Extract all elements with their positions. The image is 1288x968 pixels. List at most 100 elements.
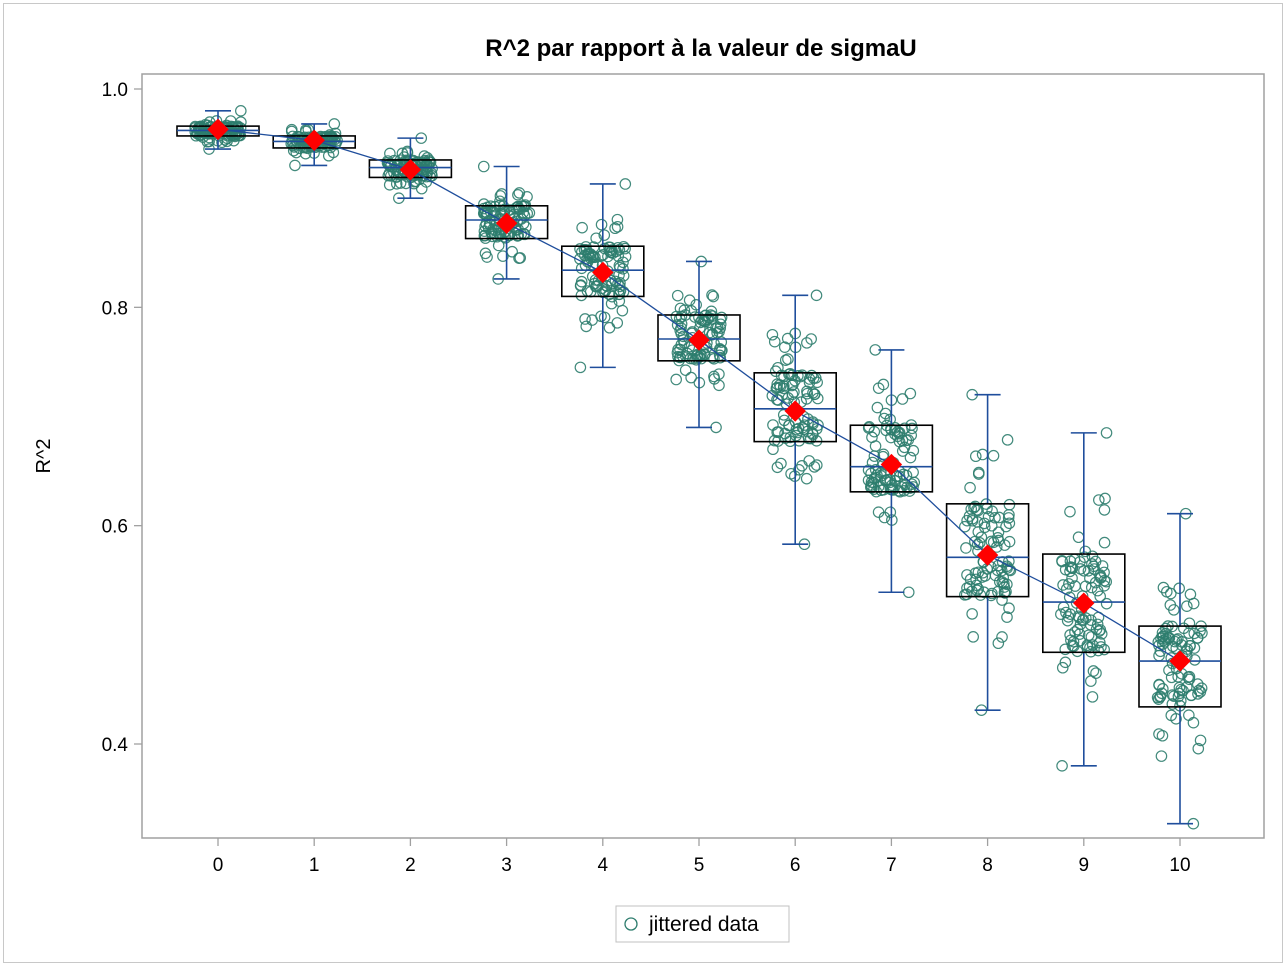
jitter-point: [768, 335, 781, 348]
jitter-point: [789, 374, 801, 387]
mean-marker: [592, 261, 614, 284]
jitter-point: [677, 330, 690, 343]
jitter-point: [1188, 654, 1201, 666]
x-tick-label: 4: [598, 855, 609, 876]
jitter-point: [1155, 632, 1167, 645]
jitter-point: [1090, 623, 1103, 635]
jitter-point: [611, 213, 624, 226]
jitter-point: [619, 178, 632, 190]
jitter-point: [775, 457, 787, 470]
box: [464, 205, 549, 240]
jitter-point: [807, 416, 819, 428]
jitter-point: [1003, 517, 1016, 530]
jitter-point: [1187, 716, 1200, 729]
x-tick-label: 9: [1079, 855, 1090, 876]
jitter-point: [1154, 691, 1166, 703]
mean-marker: [1073, 592, 1095, 614]
jitter-point: [961, 514, 973, 527]
jitter-point: [707, 290, 720, 303]
jitter-point: [1057, 579, 1069, 591]
jitter-point: [706, 351, 719, 364]
jitter-point: [1085, 675, 1097, 687]
jitter-point: [598, 311, 611, 324]
jitter-point: [898, 422, 911, 435]
jitter-point: [1064, 505, 1076, 518]
jitter-point: [975, 531, 988, 544]
jitter-point: [1079, 545, 1092, 558]
x-tick-label: 6: [790, 855, 801, 876]
jitter-point: [801, 385, 813, 398]
jitter-point: [383, 179, 396, 191]
jitter-point: [1059, 643, 1072, 656]
jitter-point: [511, 230, 524, 242]
jitter-point: [963, 580, 976, 593]
jitter-point: [234, 122, 247, 134]
jitter-point: [872, 506, 885, 518]
jitter-point: [960, 542, 972, 554]
jitter-point: [898, 485, 910, 497]
jitter-point: [604, 274, 617, 287]
jitter-point: [285, 137, 298, 150]
jitter-point: [1194, 686, 1207, 698]
x-tick-label: 0: [213, 855, 224, 876]
jitter-point: [706, 289, 718, 301]
jitter-point: [711, 321, 724, 334]
jitter-point: [679, 364, 692, 376]
jitter-point: [328, 134, 341, 146]
jitter-point: [1172, 670, 1184, 683]
jitter-point: [899, 478, 912, 491]
x-tick-label: 7: [886, 855, 897, 876]
jitter-point: [805, 333, 817, 345]
jitter-point: [671, 289, 684, 302]
jitter-point: [775, 369, 788, 382]
x-tick-label: 2: [405, 855, 416, 876]
jitter-point: [1152, 636, 1165, 648]
jitter-point: [778, 341, 791, 353]
jitter-point: [706, 313, 719, 325]
jitter-point: [1056, 760, 1068, 772]
x-tick-label: 10: [1169, 855, 1190, 876]
jitter-point: [1064, 561, 1077, 573]
jitter-point: [714, 318, 727, 331]
jitter-point: [698, 348, 711, 361]
jitter-point: [782, 353, 794, 365]
jitter-point: [1085, 581, 1098, 594]
jitter-point: [972, 504, 984, 517]
jitter-point: [1074, 556, 1086, 568]
jitter-point: [1056, 554, 1068, 567]
jitter-point: [992, 526, 1005, 539]
jitter-point: [900, 434, 913, 447]
jitter-point: [907, 466, 919, 479]
jitter-point: [1059, 656, 1072, 669]
jitter-point: [1055, 608, 1067, 621]
jitter-point: [866, 456, 879, 469]
jitter-point: [810, 289, 823, 302]
jitter-point: [1170, 634, 1183, 646]
jitter-point: [783, 368, 795, 381]
jitter-point: [617, 256, 629, 269]
jitter-point: [997, 571, 1010, 584]
jitter-point: [1177, 622, 1190, 635]
jitter-point: [1064, 608, 1077, 620]
mean-marker: [784, 400, 806, 422]
jitter-point: [1181, 600, 1193, 613]
jitter-point: [772, 394, 785, 406]
jitter-point: [675, 322, 687, 334]
jitter-point: [869, 440, 882, 452]
jitter-point: [328, 118, 341, 130]
jitter-point: [609, 222, 621, 235]
jitter-point: [714, 351, 727, 364]
jitter-point: [611, 220, 624, 233]
jitter-point: [811, 392, 824, 405]
jitter-point: [1090, 667, 1102, 679]
jitter-point: [803, 376, 816, 389]
jitter-point: [996, 631, 1008, 643]
jitter-point: [401, 145, 414, 158]
jitter-point: [767, 443, 779, 456]
jitter-point: [673, 312, 686, 325]
jitter-point: [1193, 684, 1205, 697]
jitter-point: [1100, 427, 1113, 439]
jitter-point: [896, 393, 909, 405]
jitter-point: [1099, 492, 1111, 505]
jitter-point: [995, 564, 1008, 577]
